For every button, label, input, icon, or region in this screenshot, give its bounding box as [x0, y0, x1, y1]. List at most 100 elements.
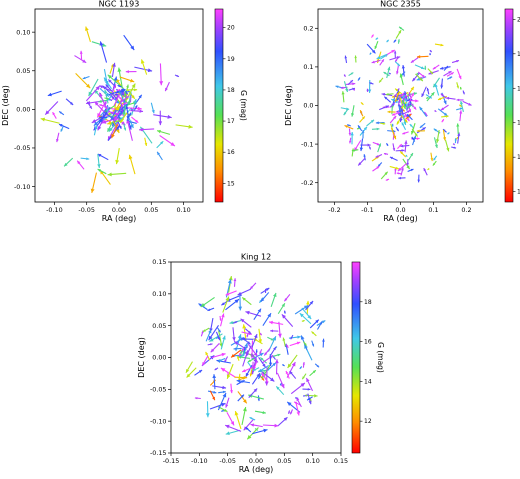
pm-arrow [210, 342, 220, 353]
pm-arrow [237, 391, 248, 404]
y-axis-label: DEC (deg) [1, 85, 10, 126]
pm-arrow [397, 88, 400, 91]
pm-arrow [85, 26, 91, 42]
pm-arrow [245, 426, 252, 433]
pm-arrow [113, 102, 125, 122]
pm-arrow [433, 155, 438, 161]
pm-arrow [363, 154, 366, 161]
pm-arrow [93, 125, 98, 136]
pm-arrow [254, 410, 266, 415]
pm-arrow [240, 350, 243, 355]
pm-arrow [225, 429, 241, 436]
pm-arrow [352, 149, 359, 152]
pm-arrow [97, 153, 101, 168]
arrow-field [40, 26, 193, 194]
pm-arrow [430, 152, 434, 162]
pm-arrow [451, 59, 460, 64]
pm-arrow [456, 98, 464, 102]
pm-arrow [377, 143, 382, 153]
pm-arrow [285, 370, 290, 379]
pm-arrow [234, 375, 248, 380]
pm-arrow [276, 372, 285, 389]
pm-arrow [389, 165, 400, 170]
pm-arrow [429, 52, 431, 56]
pm-arrow [264, 366, 269, 386]
pm-arrow [159, 134, 176, 147]
pm-arrow [218, 390, 226, 394]
pm-arrow [111, 123, 119, 139]
pm-arrow [241, 297, 252, 306]
pm-arrow [395, 29, 402, 39]
pm-arrow [386, 39, 390, 43]
pm-arrow [220, 367, 236, 378]
pm-arrow [175, 124, 193, 129]
pm-arrow [402, 99, 407, 110]
pm-arrow [395, 65, 399, 75]
pm-arrow [219, 315, 222, 321]
pm-arrow [237, 288, 251, 296]
pm-arrow [429, 49, 433, 53]
pm-arrow [432, 160, 437, 166]
pm-arrow [380, 122, 386, 125]
pm-arrow [345, 82, 356, 86]
pm-arrow [242, 350, 249, 367]
pm-arrow [261, 372, 269, 383]
pm-arrow [226, 411, 235, 426]
pm-arrow [270, 346, 277, 356]
pm-arrow [108, 79, 116, 88]
pm-arrow [159, 63, 164, 86]
pm-arrow [387, 110, 396, 114]
colorbar-tick-label: 18 [517, 51, 520, 58]
pm-arrow [272, 353, 281, 357]
pm-arrow [423, 167, 428, 176]
chart-panel-0: NGC 1193 -0.10 -0.05 0.00 0.05 0.10 -0.10 -0.05… [1, 0, 248, 223]
colorbar-tick-label: 20 [227, 25, 235, 32]
pm-arrow [432, 64, 440, 70]
pm-arrow [259, 357, 267, 364]
pm-arrow [217, 357, 226, 362]
x-tick-label: 0.10 [176, 206, 190, 214]
pm-arrow [277, 416, 288, 427]
pm-arrow [281, 313, 294, 327]
pm-arrow [348, 72, 354, 77]
pm-arrow [120, 96, 130, 103]
pm-arrow [139, 127, 155, 132]
pm-arrow [90, 172, 97, 194]
pm-arrow [108, 119, 120, 133]
pm-arrow [354, 55, 357, 63]
pm-arrow [341, 91, 345, 103]
pm-arrow [402, 114, 407, 126]
pm-arrow [209, 390, 216, 401]
pm-arrow [233, 347, 242, 351]
pm-arrow [125, 70, 137, 74]
pm-arrow [270, 292, 277, 307]
pm-arrow [294, 304, 309, 315]
pm-arrow [441, 115, 449, 118]
pm-arrow [425, 94, 433, 99]
colorbar-tick-label: 16 [227, 149, 235, 156]
pm-arrow [241, 337, 251, 345]
pm-arrow [389, 156, 398, 162]
pm-arrow [110, 109, 117, 120]
arrow-field [185, 275, 326, 440]
pm-arrow [383, 96, 392, 103]
pm-arrow [103, 113, 112, 121]
pm-arrow [246, 334, 249, 338]
pm-arrow [459, 86, 462, 90]
pm-arrow [447, 76, 453, 80]
pm-arrow [416, 129, 425, 133]
pm-arrow [103, 89, 109, 104]
pm-arrow [248, 388, 258, 399]
pm-arrow [377, 162, 383, 167]
pm-arrow [202, 327, 210, 333]
pm-arrow [348, 128, 352, 136]
pm-arrow [156, 140, 164, 149]
y-tick-label: 0.10 [152, 290, 166, 298]
pm-arrow [47, 90, 62, 97]
colorbar-tick-label: 16 [517, 85, 520, 92]
pm-arrow [122, 102, 128, 106]
pm-arrow [385, 92, 394, 96]
y-tick-label: 0.10 [16, 28, 30, 36]
pm-arrow [369, 52, 372, 55]
x-tick-label: 0.15 [334, 457, 348, 465]
